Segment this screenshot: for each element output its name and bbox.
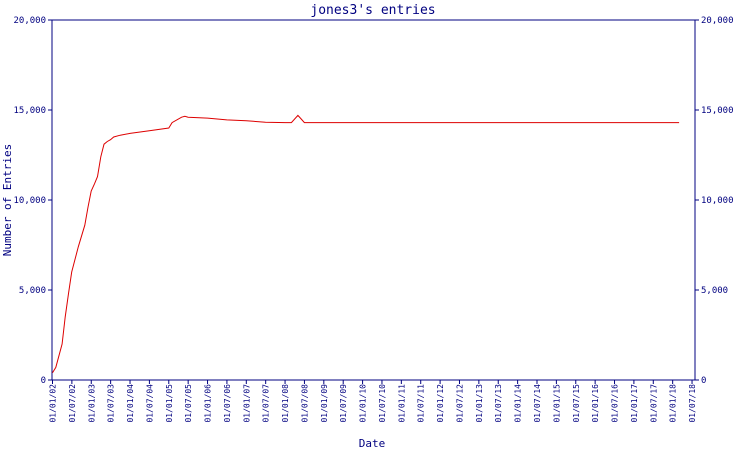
chart-title: jones3's entries <box>310 3 435 18</box>
x-tick-label: 01/07/18 <box>688 384 697 423</box>
x-tick-label: 01/07/08 <box>300 384 309 423</box>
plot-frame <box>51 19 696 381</box>
series-line <box>52 114 680 374</box>
x-tick-label: 01/01/17 <box>630 384 639 423</box>
x-tick-label: 01/07/13 <box>494 384 503 423</box>
x-tick-label: 01/07/10 <box>378 384 387 423</box>
x-tick-label: 01/07/11 <box>417 384 426 423</box>
x-tick-label: 01/01/18 <box>669 384 678 423</box>
x-tick-label: 01/07/12 <box>455 384 464 423</box>
y-axis-label: Number of Entries <box>1 144 14 257</box>
y-tick-label-right: 15,000 <box>701 106 734 116</box>
axes <box>51 19 696 381</box>
x-tick-label: 01/07/17 <box>649 384 658 423</box>
y-tick-label-left: 0 <box>41 376 46 386</box>
x-tick-label: 01/01/16 <box>591 384 600 423</box>
y-tick-label-right: 5,000 <box>701 286 728 296</box>
x-tick-label: 01/01/06 <box>204 384 213 423</box>
y-tick-label-left: 5,000 <box>19 286 46 296</box>
series-layer <box>52 114 680 374</box>
x-tick-label: 01/01/11 <box>397 384 406 423</box>
x-tick-label: 01/01/03 <box>87 384 96 423</box>
y-tick-label-left: 15,000 <box>13 106 46 116</box>
y-tick-label-left: 20,000 <box>13 16 46 26</box>
x-tick-label: 01/01/05 <box>165 384 174 423</box>
x-tick-label: 01/01/09 <box>320 384 329 423</box>
x-tick-label: 01/07/05 <box>184 384 193 423</box>
x-tick-label: 01/01/13 <box>475 384 484 423</box>
x-tick-label: 01/07/15 <box>572 384 581 423</box>
y-tick-label-right: 20,000 <box>701 16 734 26</box>
x-axis-label: Date <box>359 437 386 450</box>
x-tick-label: 01/07/02 <box>68 384 77 423</box>
x-tick-label: 01/07/04 <box>145 384 154 423</box>
x-tick-label: 01/01/10 <box>359 384 368 423</box>
x-tick-label: 01/07/14 <box>533 384 542 423</box>
x-tick-label: 01/01/07 <box>242 384 251 423</box>
x-tick-label: 01/01/15 <box>552 384 561 423</box>
x-tick-label: 01/07/07 <box>262 384 271 423</box>
x-tick-label: 01/01/08 <box>281 384 290 423</box>
x-tick-label: 01/07/03 <box>107 384 116 423</box>
x-tick-label: 01/07/09 <box>339 384 348 423</box>
x-tick-label: 01/01/14 <box>514 384 523 423</box>
x-tick-label: 01/01/04 <box>126 384 135 423</box>
x-tick-label: 01/07/16 <box>611 384 620 423</box>
x-tick-label: 01/07/06 <box>223 384 232 423</box>
x-tick-label: 01/01/12 <box>436 384 445 423</box>
y-tick-label-right: 0 <box>701 376 706 386</box>
y-tick-label-left: 10,000 <box>13 196 46 206</box>
ticks: 0 0 5,000 5,000 10,000 10,000 15,000 15,000 20,0… <box>13 16 733 423</box>
y-tick-label-right: 10,000 <box>701 196 734 206</box>
x-tick-label: 01/01/02 <box>49 384 58 423</box>
